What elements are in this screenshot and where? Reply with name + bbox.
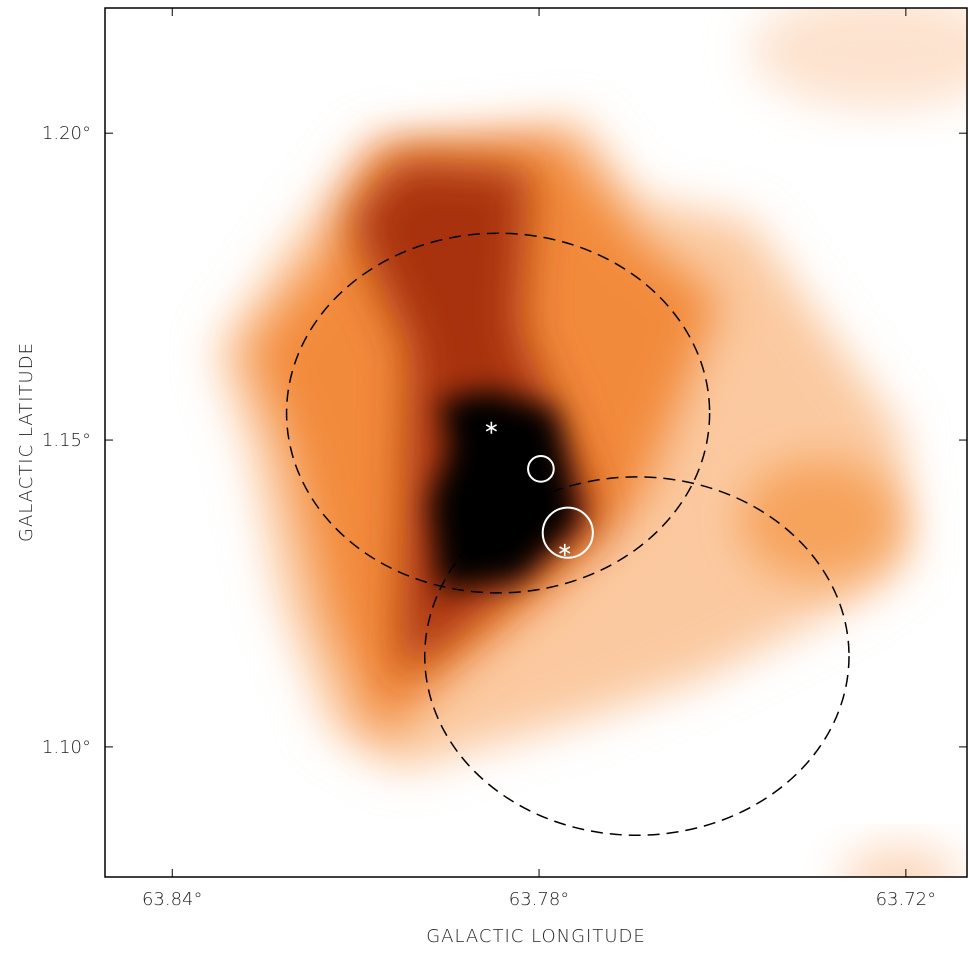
y-axis-label: GALACTIC LATITUDE: [16, 342, 37, 542]
y-tick-label: 1.10°: [42, 737, 91, 758]
source-circle: [527, 455, 555, 483]
x-tick-label: 63.72°: [876, 889, 937, 910]
plot-frame: [104, 7, 968, 878]
beam-ellipse: [285, 232, 711, 594]
y-tick-label: 1.15°: [42, 430, 91, 451]
star-marker: [485, 421, 497, 434]
beam-ellipse: [423, 476, 850, 837]
y-tick-label: 1.20°: [42, 123, 91, 144]
source-circle: [541, 506, 594, 559]
emission-image: [215, 8, 968, 877]
x-tick-label: 63.78°: [509, 889, 570, 910]
overlay: [285, 232, 850, 837]
x-tick-label: 63.84°: [142, 889, 203, 910]
star-marker: [559, 543, 571, 556]
x-axis-label: GALACTIC LONGITUDE: [426, 926, 646, 947]
